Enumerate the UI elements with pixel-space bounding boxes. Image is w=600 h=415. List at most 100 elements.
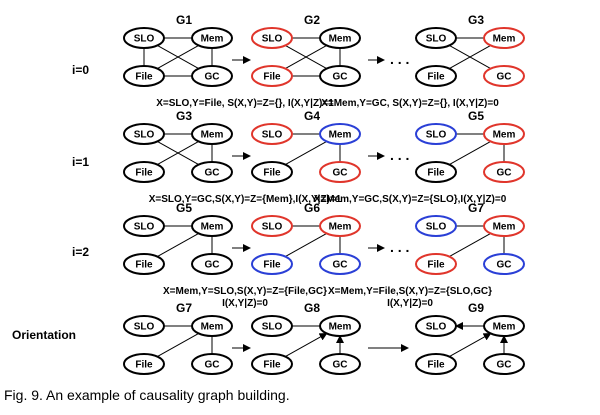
node-label: SLO	[426, 130, 447, 141]
node-label: SLO	[262, 222, 283, 233]
graph-title: G6	[304, 201, 320, 215]
node-label: Mem	[493, 34, 516, 45]
node-slo: SLO	[123, 123, 165, 145]
graph-title: G7	[468, 201, 484, 215]
node-ellipse	[415, 253, 457, 275]
graph-title: G7	[176, 301, 192, 315]
node-label: File	[427, 72, 445, 83]
node-ellipse	[251, 315, 293, 337]
node-slo: SLO	[415, 27, 457, 49]
graph-title: G8	[304, 301, 320, 315]
edge	[449, 45, 491, 69]
node-label: SLO	[134, 130, 155, 141]
node-slo: SLO	[123, 27, 165, 49]
graph-title: G9	[468, 301, 484, 315]
step-annotation: X=SLO,Y=GC,S(X,Y)=Z={Mem},I(X,Y|Z)=1	[149, 194, 342, 205]
node-ellipse	[123, 253, 165, 275]
node-ellipse	[251, 161, 293, 183]
causality-graph: G3 SLO Mem File GC	[123, 109, 233, 183]
step-annotation: X=Mem,Y=GC,S(X,Y)=Z={SLO},I(X,Y|Z)=0	[314, 194, 507, 205]
node-ellipse	[251, 27, 293, 49]
step-annotation: X=SLO,Y=File, S(X,Y)=Z={}, I(X,Y|Z)=1	[156, 98, 334, 109]
node-label: GC	[205, 168, 220, 179]
node-gc: GC	[319, 65, 361, 87]
step-annotation: I(X,Y|Z)=0	[222, 298, 268, 309]
node-gc: GC	[191, 253, 233, 275]
node-label: Mem	[329, 322, 352, 333]
node-gc: GC	[483, 253, 525, 275]
node-mem: Mem	[319, 27, 361, 49]
node-label: SLO	[262, 34, 283, 45]
node-label: GC	[333, 72, 348, 83]
node-file: File	[123, 65, 165, 87]
node-file: File	[415, 353, 457, 375]
node-ellipse	[251, 123, 293, 145]
node-label: Mem	[493, 222, 516, 233]
node-mem: Mem	[191, 123, 233, 145]
node-label: SLO	[134, 222, 155, 233]
node-ellipse	[483, 253, 525, 275]
node-label: Mem	[329, 130, 352, 141]
node-ellipse	[191, 27, 233, 49]
node-slo: SLO	[251, 215, 293, 237]
node-ellipse	[123, 215, 165, 237]
node-label: Mem	[329, 222, 352, 233]
node-label: SLO	[426, 34, 447, 45]
row-label: i=0	[72, 63, 89, 77]
node-ellipse	[319, 161, 361, 183]
node-ellipse	[483, 215, 525, 237]
node-label: GC	[497, 260, 512, 271]
node-ellipse	[123, 353, 165, 375]
node-gc: GC	[319, 353, 361, 375]
node-label: SLO	[426, 222, 447, 233]
node-label: File	[135, 168, 153, 179]
edge	[285, 233, 327, 257]
node-label: Mem	[329, 34, 352, 45]
directed-edge	[285, 332, 328, 357]
node-mem: Mem	[191, 27, 233, 49]
node-ellipse	[415, 215, 457, 237]
node-slo: SLO	[251, 315, 293, 337]
node-file: File	[123, 353, 165, 375]
causality-graph: G8 SLO Mem File GC	[251, 301, 361, 375]
node-label: Mem	[493, 322, 516, 333]
node-ellipse	[415, 353, 457, 375]
edge	[449, 141, 491, 165]
node-ellipse	[415, 27, 457, 49]
node-mem: Mem	[191, 215, 233, 237]
continuation-dots: . . .	[390, 239, 409, 255]
node-label: Mem	[201, 34, 224, 45]
node-slo: SLO	[251, 27, 293, 49]
node-ellipse	[123, 161, 165, 183]
node-ellipse	[483, 27, 525, 49]
node-gc: GC	[319, 253, 361, 275]
node-file: File	[123, 161, 165, 183]
node-gc: GC	[483, 161, 525, 183]
node-label: GC	[333, 168, 348, 179]
node-label: SLO	[134, 34, 155, 45]
node-slo: SLO	[123, 215, 165, 237]
node-label: Mem	[493, 130, 516, 141]
node-slo: SLO	[415, 215, 457, 237]
node-gc: GC	[191, 65, 233, 87]
node-slo: SLO	[251, 123, 293, 145]
node-file: File	[415, 253, 457, 275]
node-label: Mem	[201, 222, 224, 233]
node-ellipse	[251, 253, 293, 275]
node-slo: SLO	[415, 315, 457, 337]
node-ellipse	[191, 161, 233, 183]
edge	[157, 141, 199, 165]
node-mem: Mem	[191, 315, 233, 337]
node-label: File	[135, 72, 153, 83]
graph-row: i=2 G5 SLO Mem File GC G6 SLO Mem File GC G7 SLO Mem F…	[72, 201, 525, 309]
node-gc: GC	[483, 65, 525, 87]
node-ellipse	[483, 315, 525, 337]
node-ellipse	[319, 27, 361, 49]
node-label: SLO	[262, 130, 283, 141]
edge	[285, 141, 327, 165]
continuation-dots: . . .	[390, 147, 409, 163]
node-ellipse	[319, 123, 361, 145]
node-label: GC	[205, 72, 220, 83]
graph-title: G5	[468, 109, 484, 123]
